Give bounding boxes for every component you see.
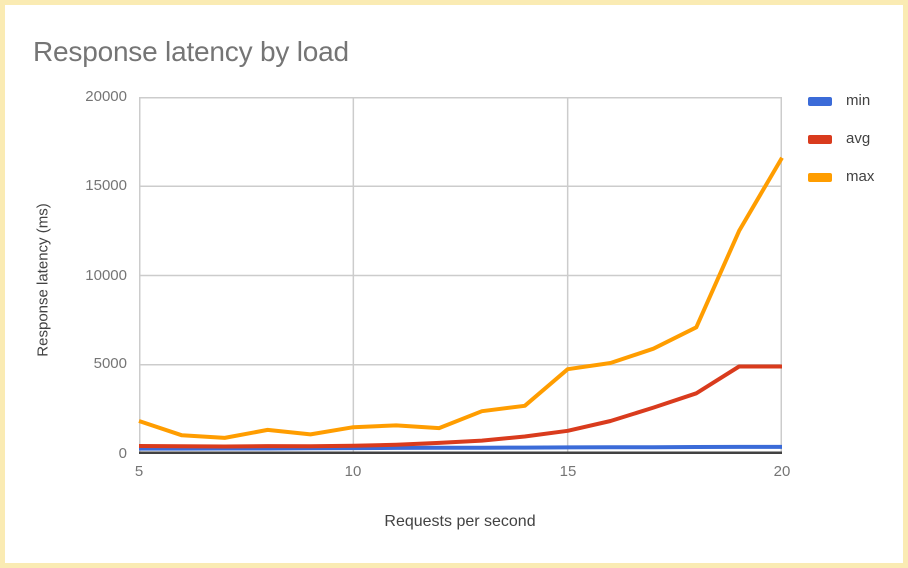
legend-item-max: max [808,168,874,186]
legend-swatch-min [808,96,832,106]
plot-area [138,97,784,454]
x-tick-15: 15 [559,463,577,480]
plot-svg [138,97,784,454]
y-tick-10000: 10000 [85,267,127,284]
x-tick-5: 5 [134,463,144,480]
series-line-max [138,156,784,440]
series-line-avg [138,364,782,449]
chart-title: Response latency by load [33,36,349,67]
legend-label-avg: avg [846,130,871,147]
series-line-min [139,444,782,451]
y-tick-0: 0 [118,445,127,462]
y-tick-15000: 15000 [85,177,127,194]
y-tick-5000: 5000 [93,355,127,372]
legend-swatch-max [808,172,832,182]
legend-swatch-avg [808,134,832,144]
legend-item-min: min [808,92,870,110]
x-tick-20: 20 [773,463,791,480]
legend-item-avg: avg [808,130,870,148]
y-tick-20000: 20000 [85,88,127,105]
legend-label-max: max [846,168,875,185]
x-axis-title: Requests per second [384,513,536,530]
x-tick-10: 10 [344,463,362,480]
legend-label-min: min [846,92,871,109]
